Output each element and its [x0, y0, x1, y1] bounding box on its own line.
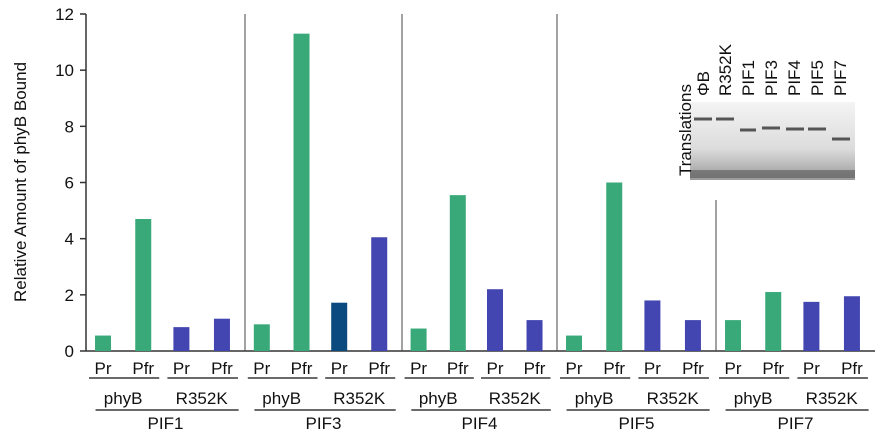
subgroup-label: R352K — [489, 389, 542, 408]
inset-title: Translations — [676, 84, 695, 176]
group-label: PIF3 — [306, 414, 342, 433]
inset-lane-label: R352K — [716, 43, 735, 96]
group-label: PIF4 — [462, 414, 498, 433]
bar-label: Pr — [173, 359, 190, 378]
bar-label: Pr — [410, 359, 427, 378]
inset-lane-label: PIF7 — [831, 60, 850, 96]
bar — [450, 195, 466, 351]
inset-lane-label: PIF4 — [785, 60, 804, 96]
bar — [527, 320, 543, 351]
bar — [566, 336, 582, 351]
y-tick-label: 10 — [55, 61, 74, 80]
bar — [844, 296, 860, 351]
inset-lane-label: PIF5 — [808, 60, 827, 96]
inset-lane-label: PIF3 — [762, 60, 781, 96]
gel-front — [690, 170, 855, 178]
y-tick-label: 0 — [65, 342, 74, 361]
bar — [487, 289, 503, 351]
bar-label: Pr — [253, 359, 270, 378]
bar — [173, 327, 189, 351]
y-axis-label: Relative Amount of phyB Bound — [11, 62, 30, 302]
subgroup-label: phyB — [104, 389, 143, 408]
bar — [95, 336, 111, 351]
chart: Relative Amount of phyB Bound 0 2 4 6 8 10 12 P… — [0, 0, 880, 436]
gel-background — [690, 102, 855, 180]
bar — [685, 320, 701, 351]
subgroup-label: phyB — [419, 389, 458, 408]
bar — [294, 34, 310, 351]
bar — [331, 303, 347, 351]
bar — [135, 219, 151, 351]
bar — [644, 300, 660, 351]
bar-label: Pr — [725, 359, 742, 378]
inset-lane-label: PIF1 — [739, 60, 758, 96]
subgroup-label: R352K — [176, 389, 229, 408]
group-label: PIF7 — [778, 414, 814, 433]
y-tick-label: 2 — [65, 286, 74, 305]
subgroup-label: R352K — [806, 389, 859, 408]
y-tick-label: 12 — [55, 5, 74, 24]
bar — [371, 237, 387, 351]
bar — [765, 292, 781, 351]
bar-label: Pr — [95, 359, 112, 378]
group-label: PIF1 — [148, 414, 184, 433]
bar — [411, 329, 427, 351]
y-tick-label: 8 — [65, 117, 74, 136]
bar-label: Pfr — [841, 359, 863, 378]
inset-gel — [690, 102, 855, 180]
bar-label: Pfr — [603, 359, 625, 378]
bar — [606, 183, 622, 352]
subgroup-label: phyB — [575, 389, 614, 408]
bar-label: Pr — [803, 359, 820, 378]
bar-label: Pfr — [682, 359, 704, 378]
y-tick-label: 6 — [65, 174, 74, 193]
bar-label: Pfr — [291, 359, 313, 378]
bar-label: Pfr — [132, 359, 154, 378]
subgroup-label: R352K — [647, 389, 700, 408]
bar-label: Pr — [566, 359, 583, 378]
bar-label: Pr — [331, 359, 348, 378]
bar-label: Pr — [487, 359, 504, 378]
bar — [725, 320, 741, 351]
subgroup-label: phyB — [262, 389, 301, 408]
bar — [214, 319, 230, 351]
bar-label: Pfr — [368, 359, 390, 378]
subgroup-label: phyB — [734, 389, 773, 408]
bar-label: Pfr — [447, 359, 469, 378]
bar — [803, 302, 819, 351]
bar-label: Pfr — [524, 359, 546, 378]
subgroup-label: R352K — [333, 389, 386, 408]
bar-label: Pfr — [211, 359, 233, 378]
bar — [254, 324, 270, 351]
bar-label: Pfr — [762, 359, 784, 378]
y-tick-label: 4 — [65, 230, 74, 249]
bar-label: Pr — [644, 359, 661, 378]
inset-lane-label: ΦB — [694, 71, 713, 96]
group-label: PIF5 — [619, 414, 655, 433]
